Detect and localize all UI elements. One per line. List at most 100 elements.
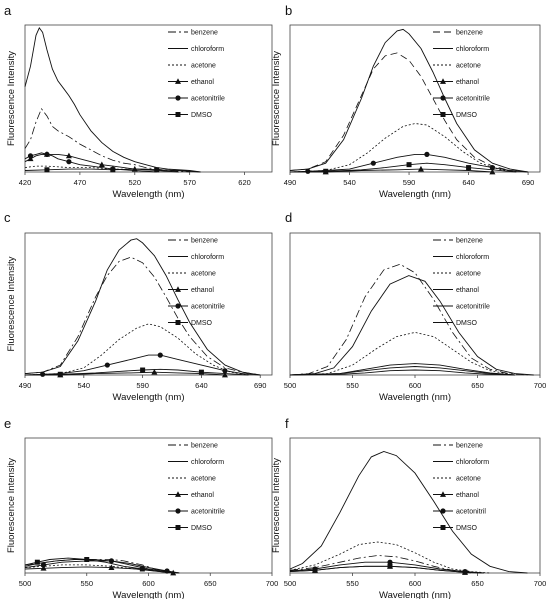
x-tick-label: 650 [471, 381, 484, 390]
data-point-DMSO [57, 371, 63, 377]
legend-label: acetone [191, 63, 216, 70]
data-point-acetonitrile [370, 160, 376, 166]
legend-label: chloroform [191, 46, 224, 53]
x-tick-label: 550 [80, 579, 93, 588]
x-tick-label: 700 [266, 579, 279, 588]
y-axis-label: Fluorescence Intensity [271, 51, 282, 146]
series-chloroform [289, 451, 528, 574]
panel-label: a [4, 3, 12, 18]
legend-label: acetonitrile [191, 509, 225, 516]
legend-label: benzene [456, 443, 483, 450]
legend-entry: ethanol [168, 286, 214, 294]
legend-entry: ethanol [433, 287, 479, 294]
legend-entry: ethanol [433, 491, 479, 499]
x-tick-label: 690 [254, 381, 267, 390]
legend-entry: DMSO [168, 112, 213, 119]
legend-label: chloroform [191, 459, 224, 466]
x-tick-label: 490 [19, 381, 32, 390]
legend-entry: benzene [168, 30, 218, 37]
data-point-acetonitrile [27, 153, 34, 159]
legend-marker [175, 491, 181, 497]
legend-label: benzene [191, 238, 218, 245]
series-line-benzene [289, 263, 528, 376]
data-point-acetonitrile [40, 562, 47, 568]
data-point-ethanol [98, 161, 105, 168]
x-tick-label: 500 [284, 579, 297, 588]
legend-entry: benzene [433, 238, 483, 245]
legend-entry: chloroform [168, 46, 224, 53]
series-acetonitril [289, 559, 484, 575]
x-tick-label: 550 [346, 381, 359, 390]
legend-entry: acetone [433, 476, 481, 483]
legend-entry: benzene [433, 443, 483, 450]
legend-entry: benzene [168, 238, 218, 245]
data-point-DMSO [139, 566, 145, 572]
plot-frame [24, 437, 273, 574]
series-chloroform [289, 28, 529, 173]
legend-label: benzene [456, 238, 483, 245]
legend-marker [440, 95, 446, 101]
series-line-DMSO [24, 557, 180, 574]
plot-frame [24, 232, 273, 376]
legend-label: DMSO [191, 112, 213, 119]
legend-label: DMSO [191, 525, 213, 532]
series-line-acetone [24, 323, 249, 376]
y-axis-label: Fluorescence Intensity [6, 51, 17, 146]
legend-marker [440, 112, 446, 117]
legend-entry: acetonitril [433, 508, 486, 516]
plot-frame [24, 24, 273, 173]
series-line-benzene [289, 555, 472, 574]
x-tick-label: 500 [284, 381, 297, 390]
x-tick-label: 640 [195, 381, 208, 390]
legend-entry: benzene [433, 30, 483, 37]
legend-label: acetone [191, 476, 216, 483]
x-tick-label: 640 [462, 178, 475, 187]
series-line-chloroform [24, 559, 180, 574]
series-line-chloroform [24, 27, 201, 173]
series-line-DMSO [24, 168, 201, 173]
legend-label: acetonitrile [456, 96, 490, 103]
legend-entry: chloroform [433, 254, 489, 261]
data-point-acetonitrile [222, 368, 228, 374]
legend-label: acetonitrile [191, 96, 225, 103]
x-axis-label: Wavelength (nm) [113, 392, 185, 403]
data-point-ethanol [417, 165, 424, 172]
series-DMSO [24, 367, 249, 377]
legend-entry: acetone [168, 63, 216, 70]
x-tick-label: 600 [142, 579, 155, 588]
data-point-acetonitrile [44, 151, 50, 157]
data-point-acetonitrile [157, 352, 163, 358]
x-tick-label: 550 [346, 579, 359, 588]
legend-label: chloroform [456, 459, 489, 466]
series-line-acetone [289, 123, 517, 173]
data-point-acetonitrile [104, 362, 110, 368]
legend-entry: acetone [433, 63, 481, 70]
panel-label: c [4, 210, 11, 225]
panel-e: e 500 550 600 650 700 Wavelength (nm) Fluoresce… [4, 416, 278, 599]
series-chloroform [24, 559, 180, 574]
legend-marker [175, 95, 181, 101]
series-benzene [289, 52, 529, 173]
series-line-acetone [289, 331, 516, 376]
series-chloroform [24, 27, 201, 173]
panel-label: d [285, 210, 292, 225]
legend-marker [175, 320, 181, 325]
series-benzene [24, 108, 190, 173]
legend-label: ethanol [456, 79, 479, 86]
panel-label: e [4, 416, 11, 431]
legend-marker [440, 525, 446, 530]
data-point-DMSO [140, 367, 146, 373]
data-point-DMSO [44, 167, 50, 173]
data-point-DMSO [466, 165, 472, 171]
legend-label: ethanol [191, 79, 214, 86]
legend-label: ethanol [456, 287, 479, 294]
series-benzene [289, 555, 472, 574]
legend-label: benzene [456, 30, 483, 37]
data-point-ethanol [65, 152, 72, 159]
data-point-acetonitrile [108, 558, 115, 564]
legend-entry: DMSO [168, 320, 213, 327]
x-tick-label: 700 [534, 579, 547, 588]
legend-entry: ethanol [168, 78, 214, 86]
legend-label: DMSO [456, 320, 478, 327]
